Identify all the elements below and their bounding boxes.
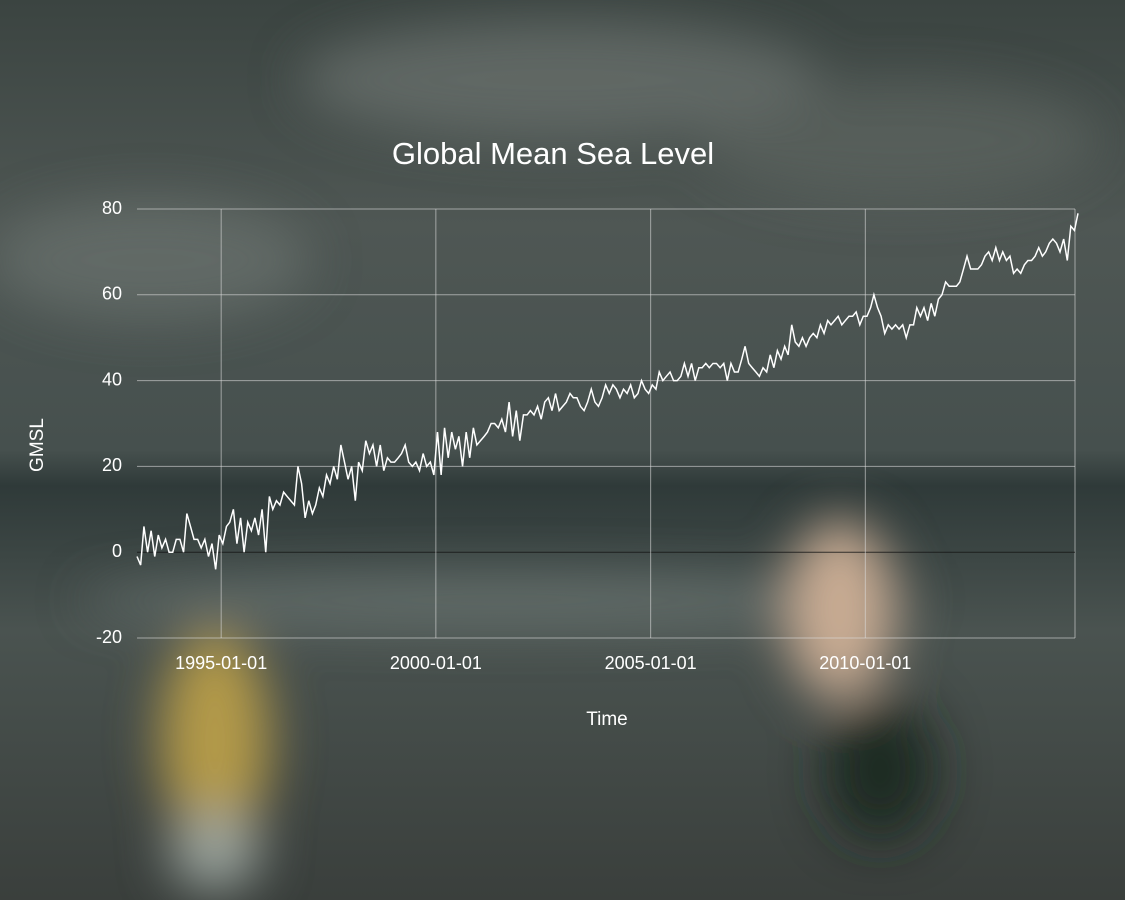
y-tick-label: 0 [112,541,122,561]
y-axis-label: GMSL [27,418,48,472]
data-line [136,213,1079,570]
x-axis-label: Time [586,709,628,730]
y-tick-label: 60 [102,284,122,304]
x-tick-label: 1995-01-01 [175,653,267,673]
background-photo [0,20,1100,890]
y-tick-label: 80 [102,198,122,218]
x-tick-label: 2000-01-01 [390,653,482,673]
x-tick-label: 2010-01-01 [819,653,911,673]
y-tick-label: 20 [102,455,122,475]
chart-title: Global Mean Sea Level [392,136,714,171]
x-tick-label: 2005-01-01 [605,653,697,673]
y-tick-label: 40 [102,369,122,389]
y-tick-label: -20 [96,627,122,647]
